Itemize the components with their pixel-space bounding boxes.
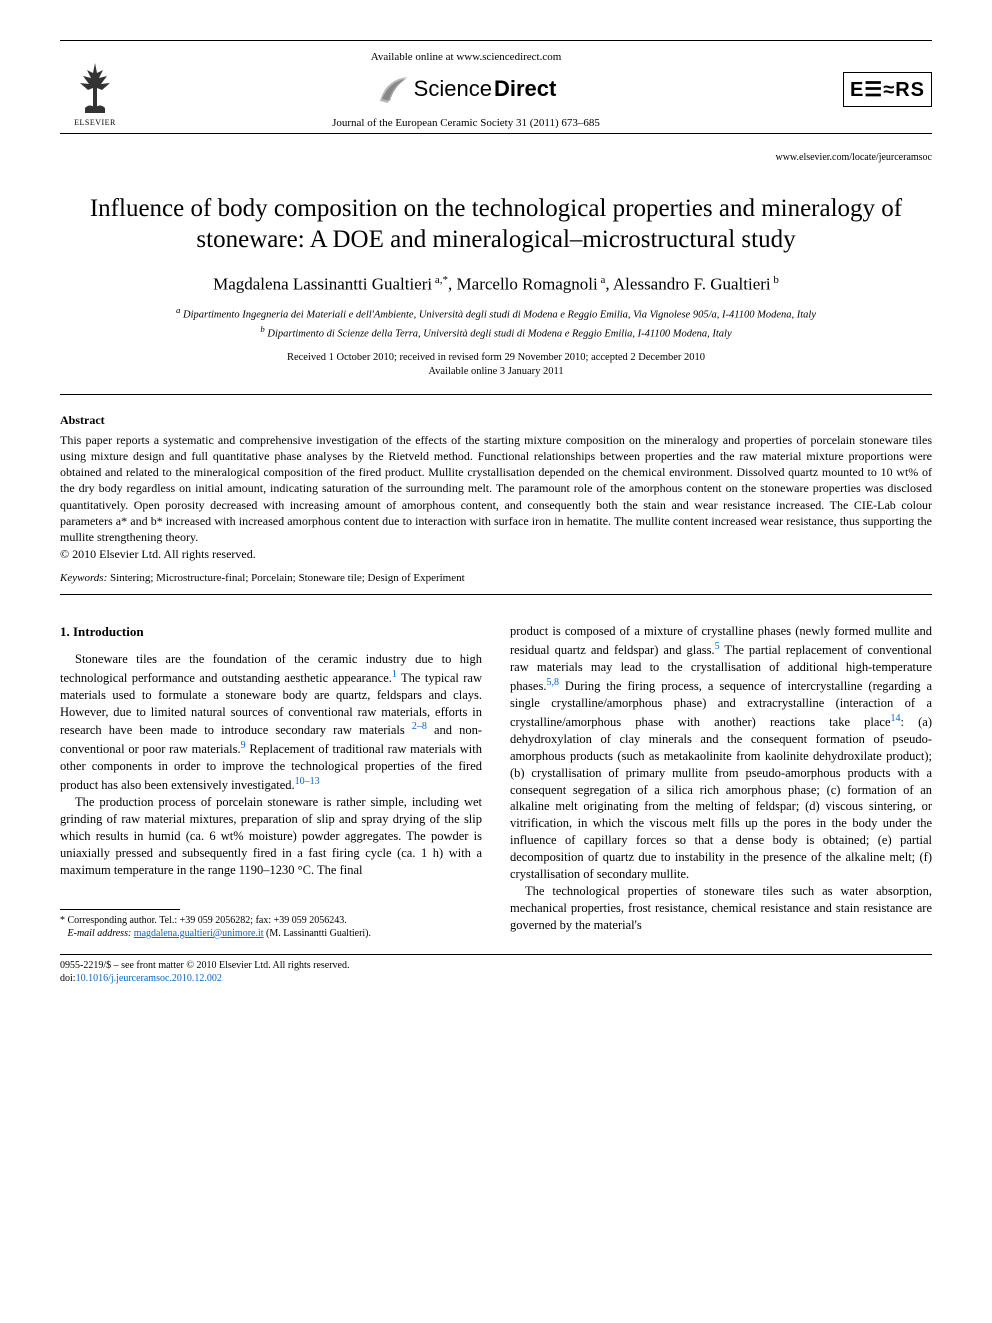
corresponding-footnote: * Corresponding author. Tel.: +39 059 20…: [60, 914, 482, 940]
corr-email[interactable]: magdalena.gualtieri@unimore.it: [134, 928, 264, 939]
abstract-heading: Abstract: [60, 413, 932, 428]
sd-text-2: Direct: [494, 76, 556, 102]
available-online-text: Available online at www.sciencedirect.co…: [130, 51, 802, 63]
cite-5-8[interactable]: 5,8: [546, 677, 559, 688]
journal-reference: Journal of the European Ceramic Society …: [130, 117, 802, 129]
intro-para-3: The technological properties of stonewar…: [510, 883, 932, 934]
affiliation-a: a Dipartimento Ingegneria dei Materiali …: [60, 304, 932, 323]
author-1: Magdalena Lassinantti Gualtieri: [213, 274, 432, 293]
sd-text-1: Science: [414, 76, 492, 102]
left-column: 1. Introduction Stoneware tiles are the …: [60, 623, 482, 940]
elsevier-label: ELSEVIER: [74, 118, 116, 127]
body-columns: 1. Introduction Stoneware tiles are the …: [60, 623, 932, 940]
sd-swoosh-icon: [376, 71, 412, 107]
intro-para-2-cont: product is composed of a mixture of crys…: [510, 623, 932, 883]
email-line: E-mail address: magdalena.gualtieri@unim…: [60, 927, 482, 940]
footnote-separator: [60, 909, 180, 910]
corr-author-line: * Corresponding author. Tel.: +39 059 20…: [60, 914, 482, 927]
header-center: Available online at www.sciencedirect.co…: [130, 47, 802, 129]
received-date: Received 1 October 2010; received in rev…: [60, 351, 932, 366]
abstract-copyright: © 2010 Elsevier Ltd. All rights reserved…: [60, 547, 932, 562]
issn-line: 0955-2219/$ – see front matter © 2010 El…: [60, 959, 932, 972]
rule-top: [60, 394, 932, 395]
abstract-body: This paper reports a systematic and comp…: [60, 432, 932, 545]
section-1-heading: 1. Introduction: [60, 623, 482, 641]
cite-10-13[interactable]: 10–13: [295, 776, 320, 787]
keywords-label: Keywords:: [60, 572, 107, 584]
doi-line: doi:10.1016/j.jeurceramsoc.2010.12.002: [60, 972, 932, 985]
journal-url[interactable]: www.elsevier.com/locate/jeurceramsoc: [60, 152, 932, 163]
affiliation-b: b Dipartimento di Scienze della Terra, U…: [60, 323, 932, 342]
elsevier-logo: ELSEVIER: [60, 47, 130, 127]
keywords: Keywords: Sintering; Microstructure-fina…: [60, 572, 932, 584]
article-title: Influence of body composition on the tec…: [60, 193, 932, 256]
bottom-rule: [60, 954, 932, 955]
cite-14[interactable]: 14: [891, 713, 901, 724]
affiliations: a Dipartimento Ingegneria dei Materiali …: [60, 304, 932, 342]
online-date: Available online 3 January 2011: [60, 365, 932, 380]
intro-para-2: The production process of porcelain ston…: [60, 794, 482, 878]
author-2-aff: a: [598, 274, 606, 286]
author-3: Alessandro F. Gualtieri: [613, 274, 771, 293]
rule-bottom: [60, 594, 932, 595]
doi-link[interactable]: 10.1016/j.jeurceramsoc.2010.12.002: [76, 973, 222, 984]
keywords-list: Sintering; Microstructure-final; Porcela…: [110, 572, 465, 584]
author-2: Marcello Romagnoli: [457, 274, 598, 293]
author-3-aff: b: [771, 274, 779, 286]
right-column: product is composed of a mixture of crys…: [510, 623, 932, 940]
ecers-text: E☰≈RS: [843, 72, 932, 107]
elsevier-tree-icon: [65, 58, 125, 118]
header-bar: ELSEVIER Available online at www.science…: [60, 40, 932, 134]
author-1-aff: a,*: [432, 274, 448, 286]
sciencedirect-logo: ScienceDirect: [130, 71, 802, 107]
ecers-logo: E☰≈RS: [802, 47, 932, 107]
cite-2-8[interactable]: 2–8: [412, 721, 427, 732]
article-dates: Received 1 October 2010; received in rev…: [60, 351, 932, 380]
author-list: Magdalena Lassinantti Gualtieri a,*, Mar…: [60, 274, 932, 295]
intro-para-1: Stoneware tiles are the foundation of th…: [60, 651, 482, 795]
